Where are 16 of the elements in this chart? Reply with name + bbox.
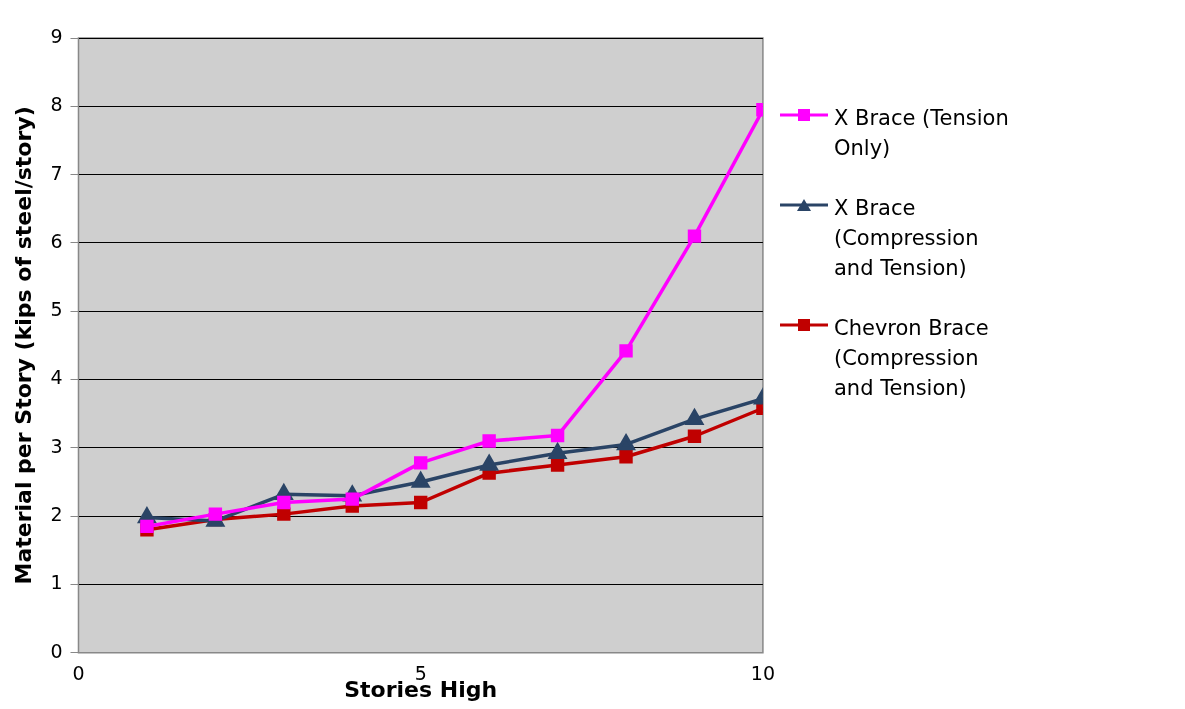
- y-tick-label: 5: [50, 298, 63, 321]
- y-tick-label: 3: [50, 434, 63, 457]
- legend-label: Chevron Brace (Compression and Tension): [834, 315, 990, 402]
- legend-label: X Brace (Compression and Tension): [834, 195, 980, 282]
- y-axis-title: Material per Story (kips of steel/story): [10, 106, 36, 585]
- y-tick-label: 4: [50, 366, 63, 389]
- x-tick-label: 0: [72, 662, 85, 685]
- legend-label: X Brace (Tension Only): [834, 105, 1010, 162]
- y-tick-label: 7: [50, 161, 63, 184]
- y-tick-label: 9: [50, 24, 63, 47]
- y-tick-label: 1: [50, 571, 63, 594]
- y-tick-label: 8: [50, 93, 63, 116]
- y-tick-label: 6: [50, 229, 63, 252]
- y-tick-label: 2: [50, 503, 63, 526]
- x-tick-label: 10: [750, 662, 776, 685]
- y-tick-label: 0: [50, 639, 63, 662]
